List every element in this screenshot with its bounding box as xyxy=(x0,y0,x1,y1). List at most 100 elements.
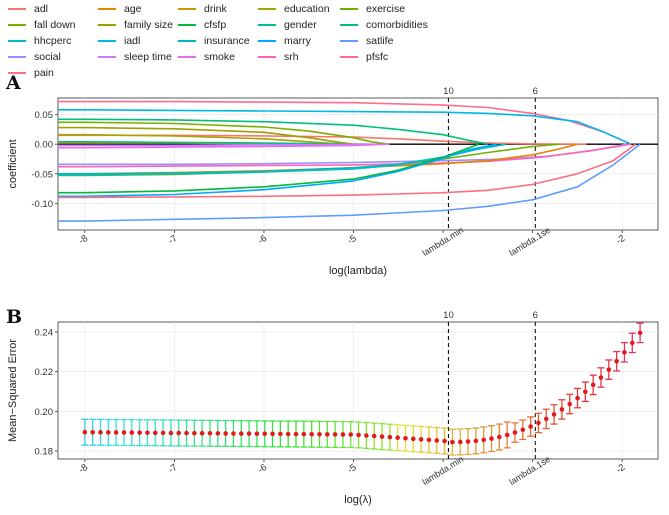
b-point xyxy=(293,431,299,437)
b-top-label: 10 xyxy=(443,310,454,321)
b-xtick-label: -7 xyxy=(166,462,179,476)
legend-item-hhcperc: hhcperc xyxy=(8,33,71,49)
b-point xyxy=(504,432,510,438)
legend: adl age drink education exercise fall down fam… xyxy=(0,0,669,80)
b-point xyxy=(223,431,228,436)
a-series-family-size xyxy=(58,126,354,145)
legend-swatch xyxy=(98,56,116,58)
a-xtick-label: -5 xyxy=(345,233,358,247)
b-point xyxy=(184,430,189,436)
b-point xyxy=(348,432,354,437)
b-point xyxy=(160,430,166,436)
legend-swatch xyxy=(8,8,26,10)
a-series-smoke xyxy=(58,143,390,149)
b-point xyxy=(121,430,127,435)
legend-swatch xyxy=(178,56,196,58)
a-ytick-label: 0.05 xyxy=(35,110,54,121)
legend-item-age: age xyxy=(98,1,142,17)
legend-item-adl: adl xyxy=(8,1,48,17)
legend-item-social: social xyxy=(8,49,61,65)
b-point xyxy=(317,431,322,437)
b-point xyxy=(215,431,221,436)
legend-label: social xyxy=(34,51,61,63)
b-point xyxy=(309,431,314,437)
legend-swatch xyxy=(98,8,116,10)
b-point xyxy=(340,432,346,437)
a-ytick-label: -0.05 xyxy=(31,169,53,180)
a-series-hhcperc xyxy=(58,143,506,176)
a-xtick-label: -8 xyxy=(77,233,90,247)
legend-item-comorbidities: comorbidities xyxy=(340,17,428,33)
legend-label: adl xyxy=(34,3,49,15)
b-point xyxy=(262,431,268,437)
a-ytick-label: -0.10 xyxy=(31,199,53,210)
legend-label: insurance xyxy=(204,35,250,47)
a-series-fall-down xyxy=(58,121,390,145)
legend-label: sleep time xyxy=(124,51,172,63)
b-point xyxy=(418,437,424,442)
a-series-education xyxy=(58,133,345,145)
b-point xyxy=(590,382,596,388)
b-point xyxy=(598,375,604,380)
b-top-label: 6 xyxy=(533,310,538,321)
b-xtick-label: -5 xyxy=(345,462,358,476)
b-point xyxy=(278,431,283,437)
b-point xyxy=(98,430,103,435)
b-point xyxy=(231,431,236,436)
panel-label-a: A xyxy=(6,72,21,94)
b-point xyxy=(137,430,142,435)
b-point xyxy=(543,416,549,422)
b-point xyxy=(434,438,440,443)
b-ytick-label: 0.22 xyxy=(35,367,54,378)
legend-item-satlife: satlife xyxy=(340,33,393,49)
legend-item-marry: marry xyxy=(258,33,311,49)
b-point xyxy=(356,432,361,438)
b-point xyxy=(395,435,400,441)
legend-swatch xyxy=(340,24,358,26)
b-point xyxy=(481,437,486,443)
legend-item-family-size: family size xyxy=(98,17,173,33)
b-ytick-label: 0.20 xyxy=(35,407,54,418)
legend-label: iadl xyxy=(124,35,141,47)
b-point xyxy=(254,431,260,437)
legend-swatch xyxy=(98,24,116,26)
b-point xyxy=(551,412,557,417)
legend-item-iadl: iadl xyxy=(98,33,140,49)
legend-swatch xyxy=(340,40,358,42)
b-point xyxy=(129,430,135,435)
legend-label: srh xyxy=(284,51,299,63)
b-point xyxy=(152,430,158,436)
b-point xyxy=(622,350,627,355)
b-point xyxy=(301,431,307,437)
b-point xyxy=(520,427,526,433)
b-point xyxy=(637,330,643,336)
b-point xyxy=(426,437,432,443)
b-point xyxy=(145,430,150,436)
legend-swatch xyxy=(178,8,196,10)
legend-swatch xyxy=(8,24,26,26)
b-point xyxy=(332,432,338,437)
b-point xyxy=(192,430,197,436)
legend-item-education: education xyxy=(258,1,330,17)
a-top-label: 10 xyxy=(443,86,454,97)
legend-swatch xyxy=(8,72,26,74)
b-point xyxy=(583,389,588,395)
a-xlabel: log(lambda) xyxy=(329,265,387,277)
b-point xyxy=(411,436,416,442)
legend-swatch xyxy=(258,24,276,26)
legend-label: hhcperc xyxy=(34,35,72,47)
legend-item-cfsfp: cfsfp xyxy=(178,17,226,33)
legend-swatch xyxy=(340,56,358,58)
legend-label: satlife xyxy=(366,35,394,47)
b-point xyxy=(113,430,119,435)
legend-swatch xyxy=(8,56,26,58)
legend-label: education xyxy=(284,3,330,15)
legend-item-insurance: insurance xyxy=(178,33,250,49)
b-point xyxy=(324,432,330,437)
b-point xyxy=(575,395,580,401)
b-point xyxy=(567,401,573,407)
legend-item-smoke: smoke xyxy=(178,49,235,65)
a-series-pain xyxy=(58,143,637,199)
legend-swatch xyxy=(258,56,276,58)
